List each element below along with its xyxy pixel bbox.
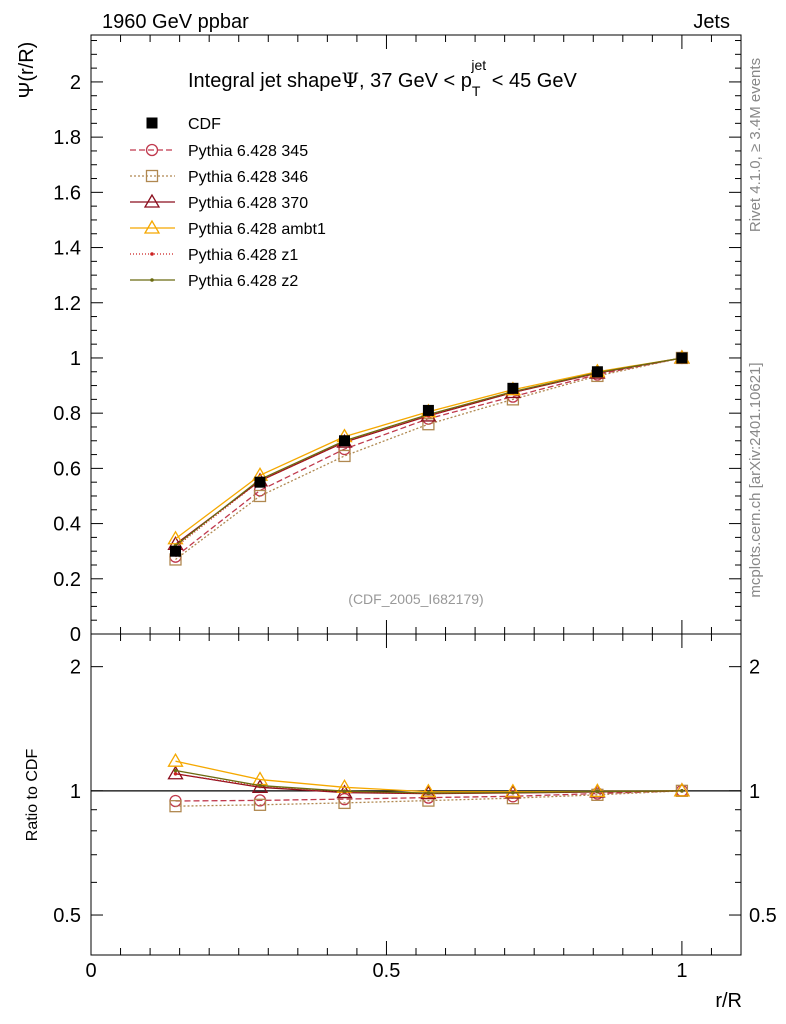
ratio-series-line bbox=[175, 769, 682, 794]
series-line bbox=[175, 357, 683, 545]
ratio-panel-series bbox=[167, 752, 691, 813]
legend-label: Pythia 6.428 z1 bbox=[188, 247, 298, 264]
mcplots-label: mcplots.cern.ch [arXiv:2401.10621] bbox=[747, 362, 764, 597]
main-ytick-label: 1 bbox=[70, 348, 81, 370]
header-energy: 1960 GeV ppbar bbox=[102, 11, 249, 33]
legend-label: Pythia 6.428 370 bbox=[188, 195, 308, 212]
legend-marker bbox=[145, 143, 159, 157]
ratio-series-point bbox=[173, 771, 178, 776]
ratio-ylabel: Ratio to CDF bbox=[24, 749, 41, 842]
ratio-series-point bbox=[169, 800, 182, 813]
series-point bbox=[167, 530, 184, 545]
title-sub: T bbox=[472, 83, 481, 99]
main-ytick-label: 1.6 bbox=[53, 182, 81, 204]
ratio-series-point bbox=[511, 790, 515, 795]
ratio-series-point bbox=[680, 789, 684, 793]
main-ytick-label: 0.2 bbox=[53, 569, 81, 591]
main-ytick-label: 0.8 bbox=[53, 403, 81, 425]
legend-label: Pythia 6.428 346 bbox=[188, 169, 308, 186]
series-line bbox=[175, 357, 683, 548]
main-ytick-label: 1.4 bbox=[53, 238, 81, 260]
ratio-series-point bbox=[342, 789, 347, 794]
ratio-series-point bbox=[426, 791, 431, 795]
title-suffix: < 45 GeV bbox=[486, 70, 577, 92]
ratio-series-line bbox=[175, 790, 682, 802]
ratio-series-line bbox=[175, 790, 682, 807]
chart-title: Integral jet shapeΨ, 37 GeV < pTjet < 45… bbox=[188, 57, 577, 99]
legend: CDF Pythia 6.428 345 Pythia 6.428 346 Pythi… bbox=[130, 116, 326, 290]
legend-label: Pythia 6.428 z2 bbox=[188, 273, 298, 290]
header-process: Jets bbox=[693, 11, 730, 33]
reference-point bbox=[339, 435, 350, 447]
legend-marker bbox=[145, 169, 159, 183]
main-ytick-label: 1.2 bbox=[53, 293, 81, 315]
main-ytick-label: 0 bbox=[70, 624, 81, 646]
ratio-series-point bbox=[173, 768, 178, 773]
ratio-series-point bbox=[589, 783, 606, 798]
ratio-ytick-label: 1 bbox=[70, 781, 81, 803]
ratio-frame bbox=[90, 633, 742, 956]
main-ytick-label: 2 bbox=[70, 72, 81, 94]
ratio-series-point bbox=[673, 782, 691, 797]
legend-marker bbox=[150, 252, 154, 256]
ratio-ytick-label-right: 1 bbox=[749, 781, 760, 803]
title-prefix: Integral jet shape bbox=[188, 70, 341, 92]
analysis-label: (CDF_2005_I682179) bbox=[348, 591, 483, 607]
reference-point bbox=[676, 352, 688, 364]
ratio-series-point bbox=[167, 752, 184, 767]
ratio-series-point bbox=[253, 798, 267, 811]
ratio-series-point bbox=[420, 783, 437, 798]
xtick-label: 0.5 bbox=[373, 960, 401, 982]
ratio-ytick-label: 2 bbox=[70, 657, 81, 679]
series-point bbox=[422, 418, 435, 431]
legend-label: Pythia 6.428 345 bbox=[188, 143, 308, 160]
reference-point bbox=[254, 476, 266, 488]
ratio-series-point bbox=[504, 783, 522, 798]
title-sup: jet bbox=[470, 57, 486, 73]
main-ytick-label: 0.4 bbox=[53, 514, 81, 536]
series-point bbox=[338, 449, 351, 463]
ratio-ytick-label-right: 2 bbox=[749, 657, 760, 679]
title-psi: Ψ bbox=[341, 68, 359, 92]
reference-point bbox=[170, 545, 181, 557]
ratio-panel-axes: 0 0.5 1 0.5 0.5 1 1 2 2 bbox=[53, 633, 777, 982]
series-point bbox=[253, 489, 267, 503]
main-ytick-label: 0.6 bbox=[53, 458, 81, 480]
legend-marker bbox=[150, 278, 154, 282]
ratio-series-point bbox=[258, 783, 262, 788]
legend-marker bbox=[143, 193, 161, 208]
ratio-ytick-label-right: 0.5 bbox=[749, 905, 777, 927]
legend-reference-marker bbox=[146, 117, 158, 129]
title-middle: , 37 GeV < p bbox=[359, 70, 472, 92]
reference-point bbox=[591, 366, 603, 378]
main-ytick-label: 1.8 bbox=[53, 127, 81, 149]
series-line bbox=[175, 357, 683, 547]
ratio-series-point bbox=[167, 765, 184, 780]
legend-marker bbox=[143, 219, 161, 234]
reference-point bbox=[507, 382, 519, 394]
ratio-series-point bbox=[595, 789, 600, 794]
xtick-label: 1 bbox=[676, 960, 687, 982]
x-axis-label: r/R bbox=[715, 990, 742, 1012]
series-line bbox=[175, 357, 683, 560]
reference-point bbox=[422, 404, 434, 416]
series-line bbox=[175, 357, 683, 558]
legend-reference-label: CDF bbox=[188, 116, 221, 133]
ratio-ytick-label: 0.5 bbox=[53, 905, 81, 927]
main-ylabel: Ψ(r/R) bbox=[16, 42, 38, 99]
xtick-label: 0 bbox=[85, 960, 96, 982]
rivet-label: Rivet 4.1.0, ≥ 3.4M events bbox=[747, 58, 764, 232]
series-line bbox=[175, 357, 683, 540]
legend-label: Pythia 6.428 ambt1 bbox=[188, 221, 326, 238]
main-panel-series bbox=[167, 349, 691, 566]
